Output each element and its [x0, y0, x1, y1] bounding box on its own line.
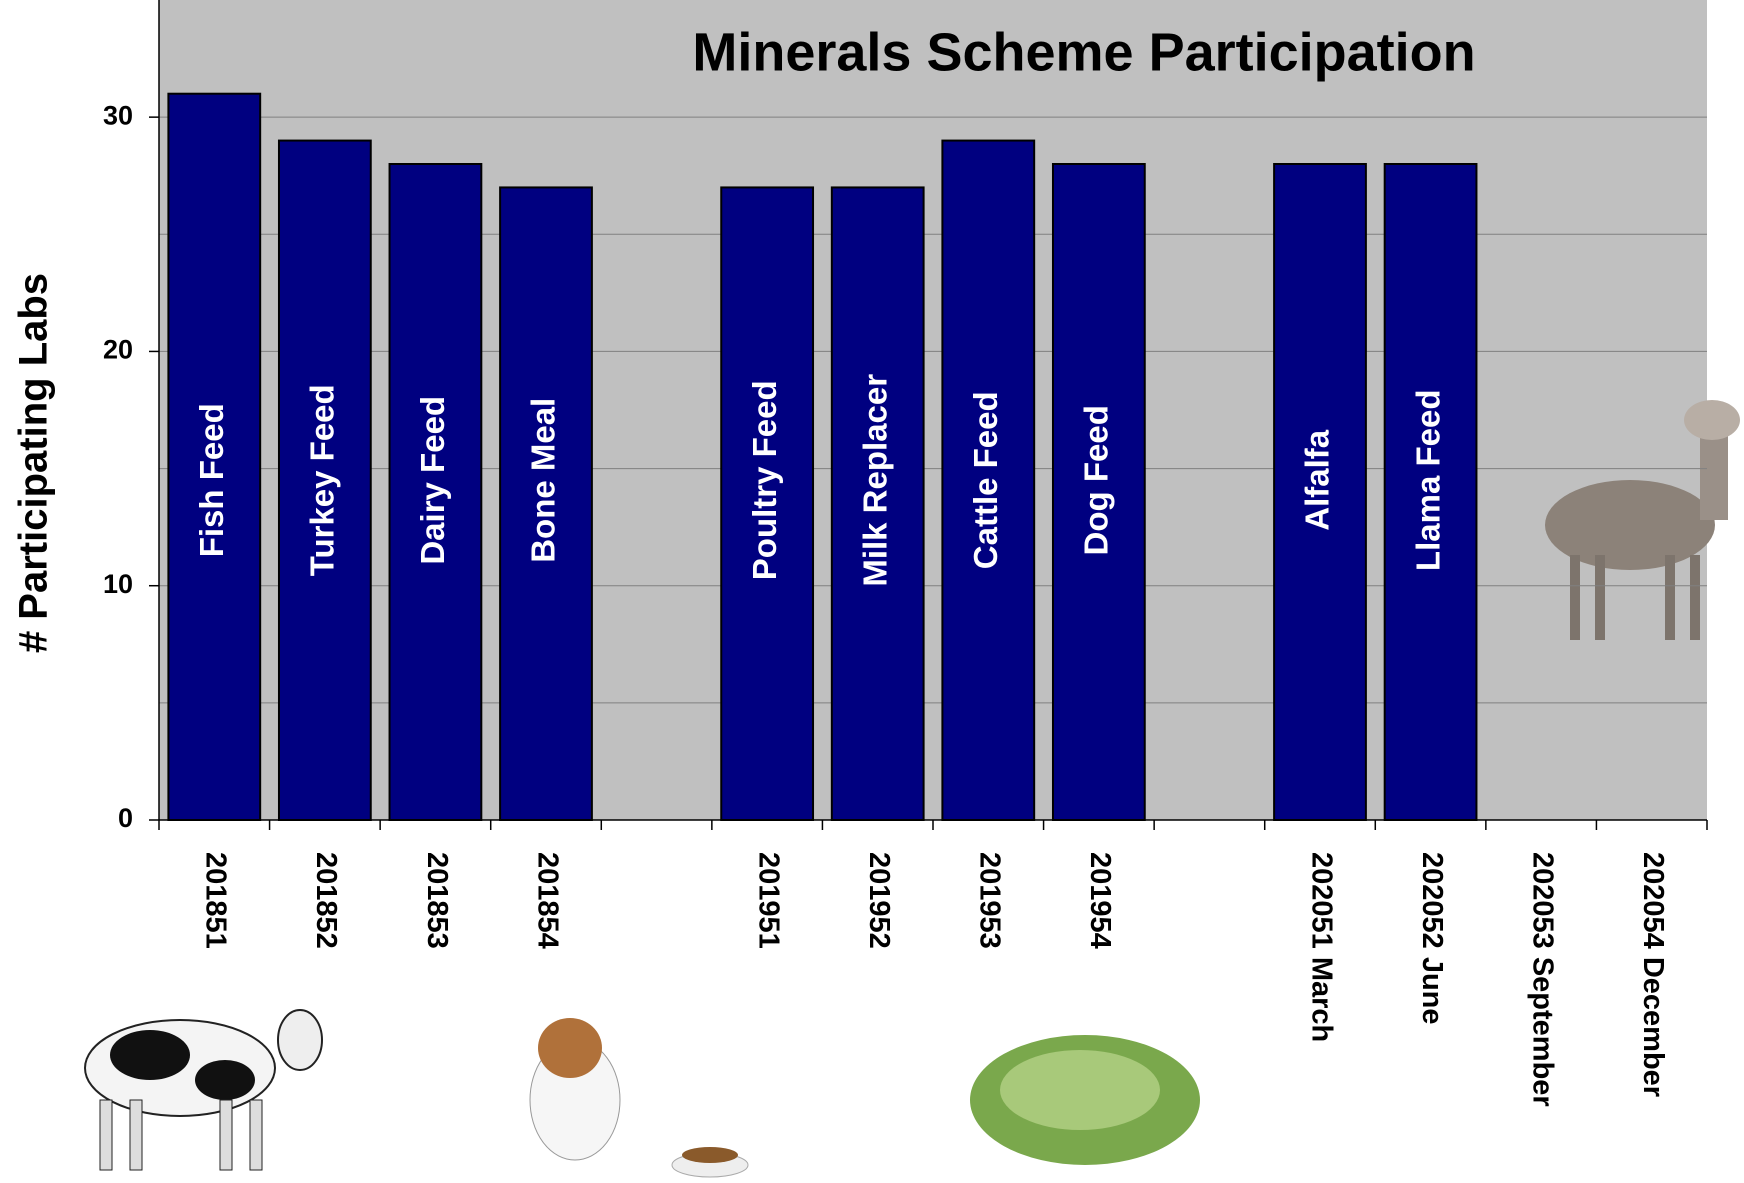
bar-label: Turkey Feed [304, 384, 341, 576]
x-tick-label: 201954 [1084, 852, 1116, 949]
y-tick-label: 0 [118, 803, 133, 833]
x-tick-label: 201851 [200, 852, 232, 949]
x-tick-label: 202054 December [1637, 852, 1669, 1097]
x-tick-label: 201853 [421, 852, 453, 949]
bar-label: Dairy Feed [414, 396, 451, 565]
alfalfa-picture [970, 1035, 1200, 1165]
bar-label: Llama Feed [1409, 389, 1446, 571]
x-tick-label: 202052 June [1416, 852, 1448, 1025]
chart: Minerals Scheme Participation # Particip… [0, 0, 1744, 1183]
x-tick-label: 201854 [531, 852, 563, 949]
bar-label: Milk Replacer [856, 374, 893, 587]
bar-label: Cattle Feed [967, 391, 1004, 569]
x-tick-label: 201951 [752, 852, 784, 949]
bar-label: Bone Meal [525, 398, 562, 563]
y-tick-label: 10 [103, 569, 133, 599]
x-tick-label: 201952 [863, 852, 895, 949]
x-tick-label: 202053 September [1526, 852, 1558, 1107]
bar-label: Poultry Feed [746, 380, 783, 580]
bar-label: Fish Feed [193, 403, 230, 557]
y-axis-label: # Participating Labs [12, 273, 56, 653]
chart-title: Minerals Scheme Participation [692, 22, 1475, 82]
x-tick-label: 202051 March [1305, 852, 1337, 1042]
y-tick-label: 30 [103, 100, 133, 130]
y-tick-label: 20 [103, 335, 133, 365]
dog-picture [530, 1018, 748, 1177]
bar-label: Alfalfa [1299, 429, 1336, 531]
bar-label: Dog Feed [1078, 405, 1115, 555]
x-tick-label: 201953 [974, 852, 1006, 949]
cow-picture [85, 1010, 322, 1170]
x-tick-label: 201852 [310, 852, 342, 949]
